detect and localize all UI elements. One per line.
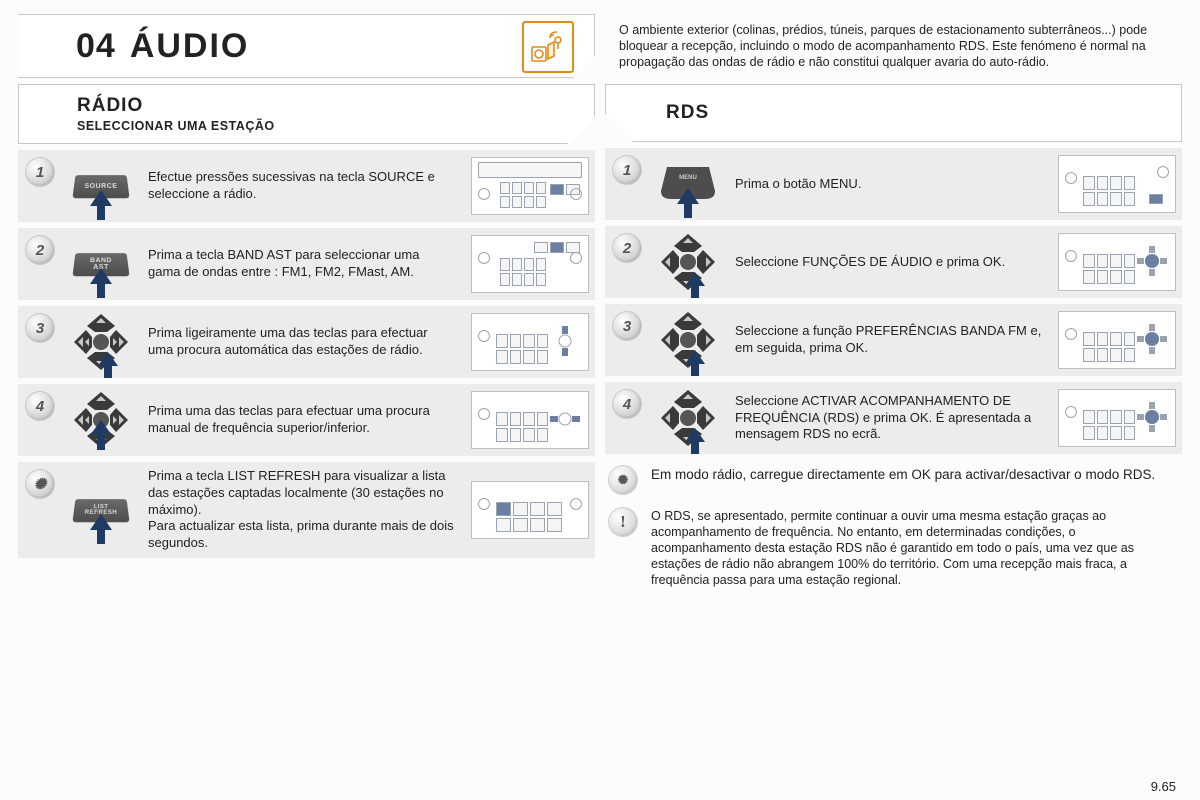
section-header-rds: RDS [605,84,1182,142]
svg-text:MENU: MENU [679,175,697,181]
step-row: 4 Seleccione ACTIVAR ACOMPANHAMENTO DE F… [605,382,1182,454]
step-number: 3 [26,314,54,342]
radio-thumbnail [471,313,589,371]
radio-thumbnail [471,481,589,539]
step-text: Prima uma das teclas para efectuar uma p… [148,403,461,437]
arrow-up-icon [90,190,112,220]
step-row: 4 Prima uma das teclas para efectuar uma… [18,384,595,456]
chapter-number: 04 [76,27,116,66]
radio-thumbnail [1058,389,1176,447]
step-row: 1 MENU Prima o botão MENU. [605,148,1182,220]
step-row: 3 Prima ligeiramente uma das teclas para… [18,306,595,378]
audio-icon [522,21,574,73]
step-number: 4 [26,392,54,420]
step-text: Efectue pressões sucessivas na tecla SOU… [148,169,461,203]
radio-thumbnail [471,157,589,215]
step-text: Prima ligeiramente uma das teclas para e… [148,325,461,359]
step-row: 2 BAND AST Prima a tecla BAND AST para s… [18,228,595,300]
arrow-up-icon [685,428,705,454]
tip-text: Prima a tecla LIST REFRESH para visualiz… [148,468,461,552]
arrow-up-icon [685,350,705,376]
control-illustration [651,230,725,294]
intro-text: O ambiente exterior (colinas, prédios, t… [605,14,1182,78]
radio-thumbnail [1058,311,1176,369]
step-text: Prima o botão MENU. [735,176,1048,193]
step-number: 1 [613,156,641,184]
step-text: Prima a tecla BAND AST para seleccionar … [148,247,461,281]
tip-row: ✺ Em modo rádio, carregue directamente e… [605,460,1182,496]
left-column: 04 ÁUDIO RÁDIO SELECCIONAR UMA ESTAÇÃO [18,14,595,590]
chapter-title-bar: 04 ÁUDIO [18,14,595,78]
step-number: 2 [613,234,641,262]
radio-thumbnail [1058,155,1176,213]
control-illustration: MENU [651,152,725,216]
step-number: 3 [613,312,641,340]
step-row: 2 Seleccione FUNÇÕES DE ÁUDIO e prima OK… [605,226,1182,298]
step-row: 1 SOURCE Efectue pressões sucessivas na … [18,150,595,222]
tip-bulb-icon: ✺ [26,470,54,498]
tip-bulb-icon: ✺ [609,466,637,494]
section-header-radio: RÁDIO SELECCIONAR UMA ESTAÇÃO [18,84,595,144]
step-text: Seleccione FUNÇÕES DE ÁUDIO e prima OK. [735,254,1048,271]
info-row: ! O RDS, se apresentado, permite continu… [605,502,1182,590]
step-text: Seleccione a função PREFERÊNCIAS BANDA F… [735,323,1048,357]
info-icon: ! [609,508,637,536]
section-subtitle: SELECCIONAR UMA ESTAÇÃO [77,119,576,133]
step-text: Seleccione ACTIVAR ACOMPANHAMENTO DE FRE… [735,393,1048,444]
control-illustration [64,388,138,452]
chapter-title: ÁUDIO [130,27,250,66]
step-number: 1 [26,158,54,186]
section-title: RÁDIO [77,95,576,117]
control-illustration [651,308,725,372]
control-illustration: SOURCE [64,154,138,218]
arrow-up-icon [90,514,112,544]
tip-text: Em modo rádio, carregue directamente em … [651,466,1155,494]
arrow-up-icon [98,352,118,378]
radio-thumbnail [471,391,589,449]
step-row: 3 Seleccione a função PREFERÊNCIAS BANDA… [605,304,1182,376]
manual-page: 04 ÁUDIO RÁDIO SELECCIONAR UMA ESTAÇÃO [0,0,1200,596]
step-number: 2 [26,236,54,264]
arrow-up-icon [91,420,111,450]
radio-thumbnail [1058,233,1176,291]
radio-thumbnail [471,235,589,293]
right-column: O ambiente exterior (colinas, prédios, t… [605,14,1182,590]
step-number: 4 [613,390,641,418]
arrow-up-icon [90,268,112,298]
tip-row: ✺ LIST REFRESH Prima a tecla LIST REFRES… [18,462,595,558]
control-illustration [651,386,725,450]
section-title: RDS [666,102,1163,124]
arrow-up-icon [685,272,705,298]
page-number: 9.65 [1151,779,1176,794]
control-illustration [64,310,138,374]
info-text: O RDS, se apresentado, permite continuar… [651,508,1172,588]
arrow-up-icon [677,188,699,218]
control-illustration: LIST REFRESH [64,478,138,542]
control-illustration: BAND AST [64,232,138,296]
